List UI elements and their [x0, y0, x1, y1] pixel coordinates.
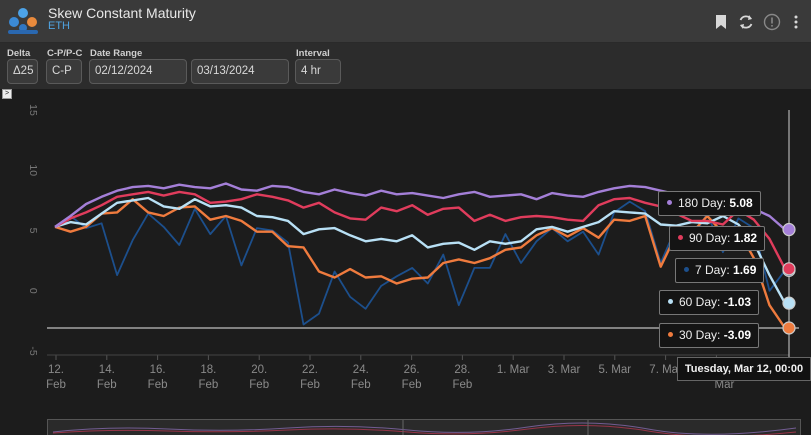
app-title: Skew Constant Maturity [48, 5, 196, 21]
y-tick-label: 5 [27, 228, 39, 234]
x-tick-label: 5. Mar [599, 364, 632, 376]
series-marker-180-day [782, 222, 796, 237]
x-tick-label: Feb [452, 379, 472, 391]
x-tick-label: Feb [198, 379, 218, 391]
controls-bar: Delta Δ25 C-P/P-C C-P Date Range 02/12/2… [0, 43, 811, 89]
x-tick-label: Feb [148, 379, 168, 391]
tooltip-7-day: 7 Day: 1.69 [675, 258, 765, 283]
cp-select[interactable]: C-P [46, 59, 82, 84]
x-tick-label: Feb [97, 379, 117, 391]
hover-date-tooltip: Tuesday, Mar 12, 00:00 [677, 357, 811, 381]
refresh-icon[interactable] [737, 13, 755, 31]
start-date-input[interactable]: 02/12/2024 [89, 59, 187, 84]
range-navigator[interactable] [47, 419, 801, 435]
series-marker-90-day [782, 262, 796, 276]
info-icon[interactable] [763, 13, 781, 31]
series-marker-60-day [782, 296, 796, 310]
expand-toggle-button[interactable]: > [2, 89, 12, 99]
x-tick-label: Feb [300, 379, 320, 391]
tooltip-180-day: 180 Day: 5.08 [658, 191, 761, 216]
series-dot-icon [668, 299, 673, 305]
tooltip-30-day: 30 Day: -3.09 [659, 323, 760, 348]
x-tick-label: 1. Mar [497, 364, 530, 376]
x-tick-label: 3. Mar [548, 364, 581, 376]
x-tick-label: 16. [150, 364, 166, 376]
delta-label: Delta [7, 48, 31, 59]
end-date-input[interactable]: 03/13/2024 [191, 59, 289, 84]
series-dot-icon [667, 200, 672, 206]
series-dot-icon [678, 235, 683, 241]
x-tick-label: 26. [404, 364, 420, 376]
y-tick-label: 15 [27, 104, 39, 116]
y-tick-label: 10 [27, 164, 39, 176]
x-tick-label: Feb [351, 379, 371, 391]
bookmark-icon[interactable] [712, 13, 730, 31]
x-tick-label: 22. [302, 364, 318, 376]
x-tick-label: 28. [454, 364, 470, 376]
x-tick-label: 18. [200, 364, 216, 376]
app-logo-icon [8, 8, 38, 34]
series-dot-icon [668, 332, 673, 338]
asset-label: ETH [48, 20, 70, 32]
y-tick-label: 0 [27, 288, 39, 294]
x-tick-label: 24. [353, 364, 369, 376]
x-tick-label: 20. [251, 364, 267, 376]
x-tick-label: 14. [99, 364, 115, 376]
series-line-7-day [54, 200, 786, 326]
x-tick-label: Feb [402, 379, 422, 391]
interval-select[interactable]: 4 hr [295, 59, 341, 84]
x-tick-label: Mar [714, 379, 734, 391]
delta-select[interactable]: Δ25 [7, 59, 38, 84]
navigator-preview [52, 420, 797, 435]
title-bar: Skew Constant Maturity ETH [0, 0, 811, 43]
interval-label: Interval [296, 48, 330, 59]
x-tick-label: 7. Mar [649, 364, 682, 376]
tooltip-90-day: 90 Day: 1.82 [669, 226, 766, 251]
x-tick-label: Feb [249, 379, 269, 391]
tooltip-60-day: 60 Day: -1.03 [659, 290, 760, 315]
y-tick-label: -5 [27, 346, 39, 355]
cp-label: C-P/P-C [47, 48, 83, 59]
more-icon[interactable] [787, 13, 805, 31]
x-tick-label: Feb [46, 379, 66, 391]
series-dot-icon [684, 267, 689, 273]
series-line-60-day [54, 196, 787, 304]
series-marker-30-day [782, 321, 796, 335]
x-tick-label: 12. [48, 364, 64, 376]
date-range-label: Date Range [90, 48, 143, 59]
